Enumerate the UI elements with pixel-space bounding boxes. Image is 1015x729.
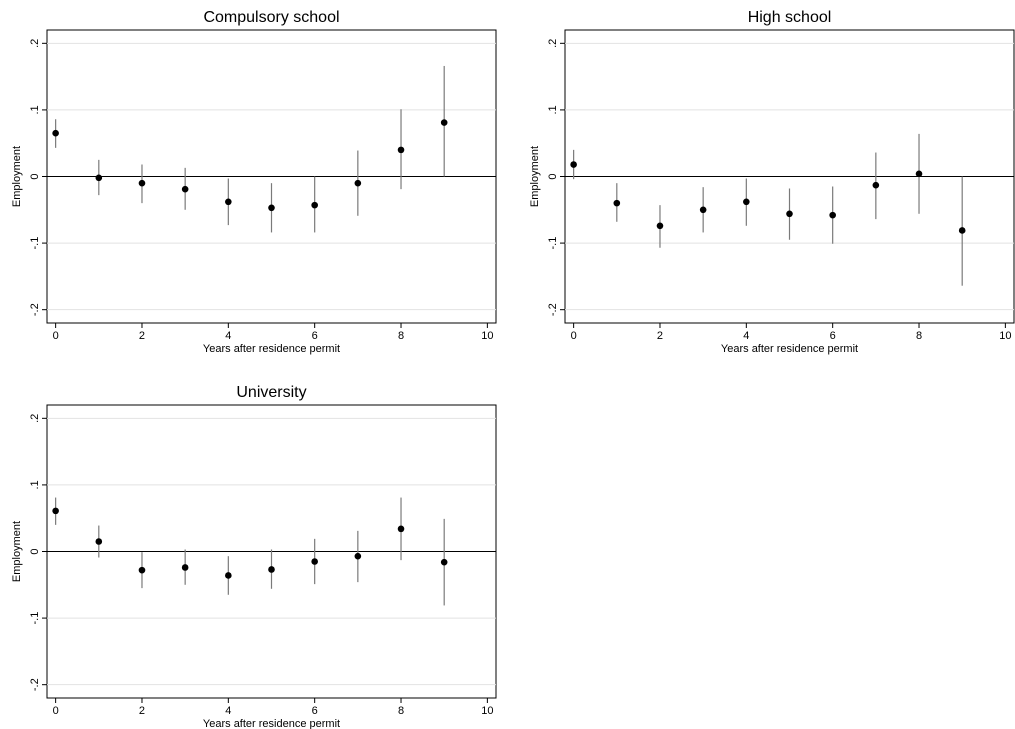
x-tick-label: 8 [398, 705, 404, 717]
point [52, 129, 59, 137]
y-tick-label: .2 [29, 39, 41, 48]
x-axis-label: Years after residence permit [203, 718, 340, 729]
y-tick-label: .1 [29, 105, 41, 114]
x-tick-label: 8 [398, 330, 404, 342]
x-axis-label: Years after residence permit [203, 343, 340, 355]
x-tick-label: 6 [830, 330, 836, 342]
point [181, 564, 189, 571]
point [311, 558, 318, 565]
point [699, 206, 707, 214]
point [268, 566, 275, 573]
panel-title: Compulsory school [203, 9, 339, 26]
y-tick-label: 0 [29, 548, 41, 554]
y-tick-label: -.2 [29, 303, 41, 316]
x-tick-label: 4 [225, 330, 231, 342]
y-tick-label: -.1 [547, 237, 559, 250]
point [397, 146, 405, 154]
point [958, 227, 966, 234]
point [268, 204, 275, 212]
x-tick-label: 0 [53, 705, 59, 717]
x-tick-label: 0 [53, 330, 59, 342]
y-tick-label: -.1 [29, 237, 41, 250]
point [181, 185, 189, 193]
x-tick-label: 10 [999, 330, 1011, 342]
panel-title: High school [748, 9, 832, 26]
point [440, 119, 448, 126]
x-axis-label: Years after residence permit [721, 343, 858, 355]
point [743, 198, 750, 206]
y-tick-label: .1 [547, 105, 559, 114]
x-tick-label: 2 [139, 705, 145, 717]
y-axis-label: Employment [529, 146, 541, 207]
x-tick-label: 6 [312, 705, 318, 717]
x-tick-label: 6 [312, 330, 318, 342]
point [872, 181, 880, 189]
point [354, 179, 362, 187]
point [656, 222, 664, 230]
point [311, 201, 318, 209]
point [397, 525, 405, 533]
y-axis-label: Employment [11, 146, 23, 207]
x-tick-label: 10 [481, 705, 493, 717]
point [52, 507, 59, 515]
x-tick-label: 8 [916, 330, 922, 342]
y-tick-label: .2 [547, 39, 559, 48]
y-tick-label: .1 [29, 480, 41, 489]
x-tick-label: 2 [139, 330, 145, 342]
point [95, 174, 103, 182]
y-tick-label: -.1 [29, 612, 41, 625]
y-axis-label: Employment [11, 521, 23, 582]
point [138, 566, 146, 574]
point [225, 572, 232, 579]
x-tick-label: 4 [743, 330, 749, 342]
point [570, 161, 577, 168]
point [95, 538, 103, 545]
y-tick-label: -.2 [29, 678, 41, 691]
point [915, 170, 923, 178]
point [440, 558, 448, 566]
point [138, 179, 146, 187]
point [613, 199, 621, 207]
point [786, 210, 793, 218]
x-tick-label: 2 [657, 330, 663, 342]
y-tick-label: 0 [547, 173, 559, 179]
x-tick-label: 10 [481, 330, 493, 342]
point [829, 211, 836, 219]
panel-title: University [236, 384, 306, 401]
y-tick-label: 0 [29, 173, 41, 179]
y-tick-label: .2 [29, 414, 41, 423]
x-tick-label: 4 [225, 705, 231, 717]
y-tick-label: -.2 [547, 303, 559, 316]
x-tick-label: 0 [571, 330, 577, 342]
point [225, 198, 232, 206]
point [354, 552, 362, 560]
